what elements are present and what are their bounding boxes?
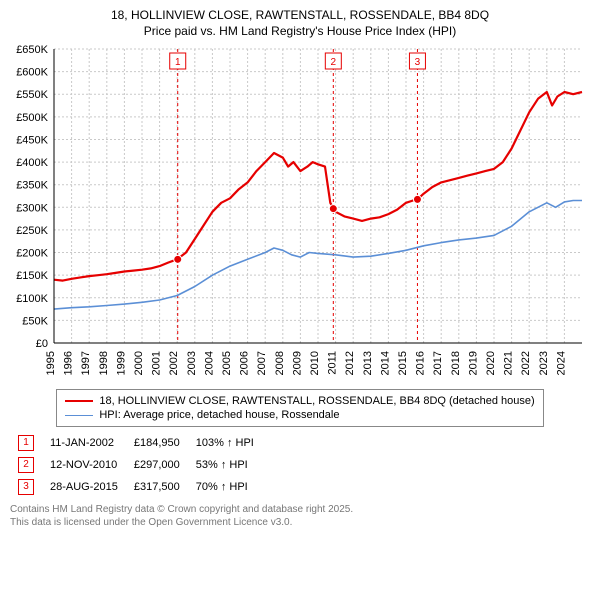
table-row: 1 11-JAN-2002£184,950103% ↑ HPI [18, 433, 268, 453]
svg-text:1995: 1995 [45, 351, 57, 375]
svg-text:2018: 2018 [450, 351, 462, 375]
svg-text:2010: 2010 [309, 351, 321, 375]
event-marker: 3 [18, 479, 34, 495]
svg-text:1996: 1996 [63, 351, 75, 375]
svg-text:2024: 2024 [555, 351, 567, 375]
svg-text:£50K: £50K [22, 316, 48, 328]
svg-text:£650K: £650K [16, 44, 48, 56]
svg-text:2007: 2007 [256, 351, 268, 375]
page-root: 18, HOLLINVIEW CLOSE, RAWTENSTALL, ROSSE… [0, 0, 600, 535]
legend-label: 18, HOLLINVIEW CLOSE, RAWTENSTALL, ROSSE… [99, 395, 534, 407]
legend-swatch [65, 415, 93, 416]
svg-text:2: 2 [331, 57, 337, 68]
event-delta: 103% ↑ HPI [196, 433, 268, 453]
title-line-1: 18, HOLLINVIEW CLOSE, RAWTENSTALL, ROSSE… [10, 8, 590, 24]
event-price: £184,950 [134, 433, 194, 453]
svg-text:£400K: £400K [16, 157, 48, 169]
svg-text:£300K: £300K [16, 202, 48, 214]
svg-text:£150K: £150K [16, 270, 48, 282]
chart-svg: £0 £50K £100K £150K £200K £250K £300K £350K £400… [10, 43, 590, 383]
svg-text:1999: 1999 [115, 351, 127, 375]
svg-text:2008: 2008 [274, 351, 286, 375]
title-line-2: Price paid vs. HM Land Registry's House … [10, 24, 590, 40]
svg-text:2004: 2004 [203, 351, 215, 375]
svg-text:1: 1 [175, 57, 181, 68]
svg-text:2019: 2019 [467, 351, 479, 375]
svg-text:2003: 2003 [186, 351, 198, 375]
svg-text:2021: 2021 [503, 351, 515, 375]
event-marker: 1 [18, 435, 34, 451]
svg-text:2006: 2006 [239, 351, 251, 375]
svg-text:2015: 2015 [397, 351, 409, 375]
event-price: £317,500 [134, 477, 194, 497]
event-delta: 70% ↑ HPI [196, 477, 268, 497]
svg-text:1997: 1997 [80, 351, 92, 375]
svg-text:2009: 2009 [291, 351, 303, 375]
svg-text:2023: 2023 [538, 351, 550, 375]
footer: Contains HM Land Registry data © Crown c… [10, 503, 590, 529]
svg-text:2000: 2000 [133, 351, 145, 375]
svg-text:2020: 2020 [485, 351, 497, 375]
svg-text:3: 3 [415, 57, 421, 68]
footer-line-2: This data is licensed under the Open Gov… [10, 516, 590, 529]
svg-text:£450K: £450K [16, 135, 48, 147]
svg-text:2005: 2005 [221, 351, 233, 375]
svg-text:£550K: £550K [16, 89, 48, 101]
event-marker: 2 [18, 457, 34, 473]
svg-text:1998: 1998 [98, 351, 110, 375]
table-row: 2 12-NOV-2010£297,00053% ↑ HPI [18, 455, 268, 475]
svg-text:£0: £0 [36, 338, 48, 350]
event-date: 28-AUG-2015 [50, 477, 132, 497]
svg-text:2011: 2011 [327, 351, 339, 375]
legend: 18, HOLLINVIEW CLOSE, RAWTENSTALL, ROSSE… [56, 389, 543, 427]
legend-label: HPI: Average price, detached house, Ross… [99, 409, 339, 421]
svg-text:2014: 2014 [379, 351, 391, 375]
svg-text:£250K: £250K [16, 225, 48, 237]
chart-title: 18, HOLLINVIEW CLOSE, RAWTENSTALL, ROSSE… [10, 8, 590, 39]
footer-line-1: Contains HM Land Registry data © Crown c… [10, 503, 590, 516]
event-date: 12-NOV-2010 [50, 455, 132, 475]
table-row: 3 28-AUG-2015£317,50070% ↑ HPI [18, 477, 268, 497]
svg-text:2017: 2017 [432, 351, 444, 375]
svg-text:2002: 2002 [168, 351, 180, 375]
svg-text:2016: 2016 [415, 351, 427, 375]
svg-text:£500K: £500K [16, 112, 48, 124]
svg-text:2013: 2013 [362, 351, 374, 375]
svg-text:£350K: £350K [16, 180, 48, 192]
event-delta: 53% ↑ HPI [196, 455, 268, 475]
legend-row: 18, HOLLINVIEW CLOSE, RAWTENSTALL, ROSSE… [65, 394, 534, 408]
svg-text:2022: 2022 [520, 351, 532, 375]
legend-row: HPI: Average price, detached house, Ross… [65, 408, 534, 422]
event-date: 11-JAN-2002 [50, 433, 132, 453]
svg-text:£200K: £200K [16, 248, 48, 260]
events-table: 1 11-JAN-2002£184,950103% ↑ HPI 2 12-NOV-20… [16, 431, 270, 499]
legend-swatch [65, 400, 93, 402]
svg-text:2001: 2001 [151, 351, 163, 375]
chart-area: £0 £50K £100K £150K £200K £250K £300K £350K £400… [10, 43, 590, 383]
event-price: £297,000 [134, 455, 194, 475]
svg-text:£100K: £100K [16, 293, 48, 305]
svg-text:£600K: £600K [16, 67, 48, 79]
svg-text:2012: 2012 [344, 351, 356, 375]
